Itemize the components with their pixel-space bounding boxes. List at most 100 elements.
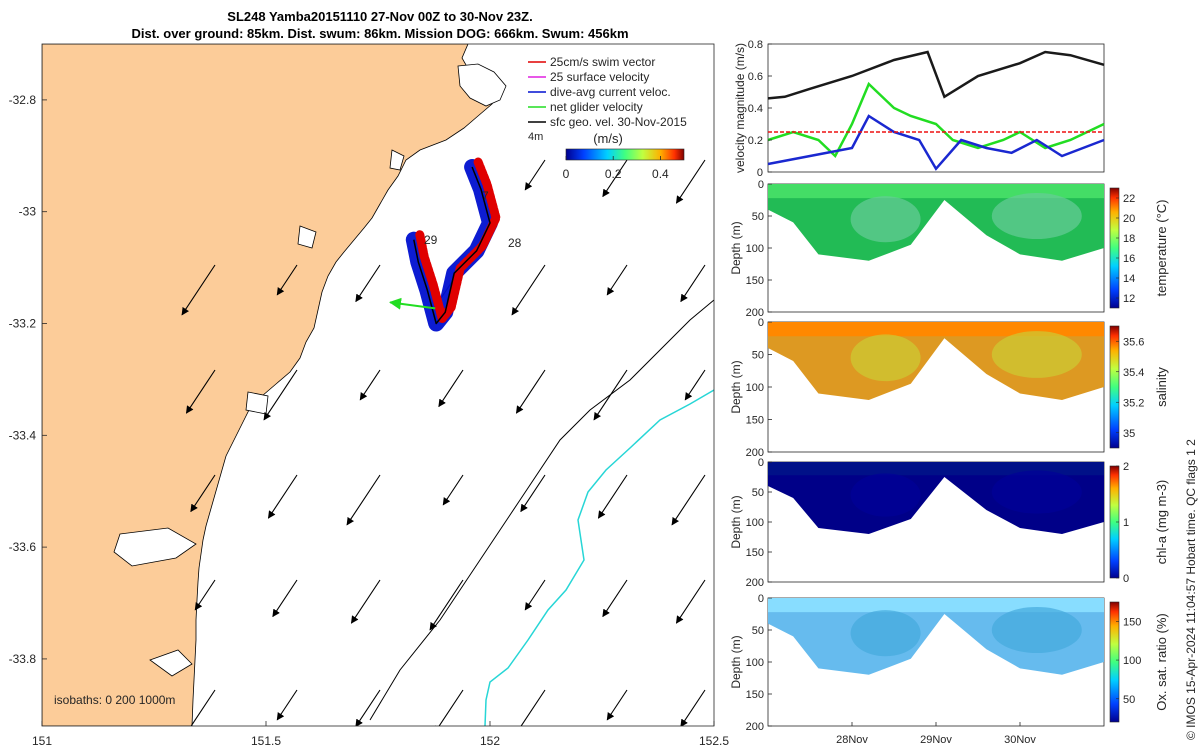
depth-tick-label: 100 [746,382,764,394]
surface-velocity-arrow [520,474,546,513]
surface-velocity-arrow [524,159,546,191]
colorbar-tick-label: 0.2 [605,167,622,181]
section-surface-layer [768,322,1104,337]
colorbar-tick-label: 0.4 [652,167,669,181]
section-surface-layer [768,462,1104,476]
surface-velocity-arrow [606,264,628,296]
map-frame [41,43,715,727]
colorbar-label: temperature (°C) [1154,200,1169,297]
velocity-series-line [767,81,1105,159]
depth-tick-label: 100 [746,517,764,529]
colorbar-tick-label: 35 [1123,428,1135,440]
colorbar-tick-label: 150 [1123,616,1141,628]
chart-title-line2: Dist. over ground: 85km. Dist. swum: 86k… [131,26,629,41]
legend-label: dive-avg current veloc. [550,85,671,99]
depth-tick-label: 150 [746,275,764,287]
surface-velocity-arrow [606,689,628,721]
isobaths-label: isobaths: 0 200 1000m [54,693,175,707]
depth-tick-label: 0 [758,179,764,191]
legend-label: sfc geo. vel. 30-Nov-2015 [550,115,687,129]
surface-velocity-arrow [511,264,546,316]
map-colorbar-title: (m/s) [593,131,623,146]
section-ylabel: Depth (m) [729,495,743,548]
surface-velocity-arrow [680,264,706,303]
depth-tick-label: 100 [746,243,764,255]
colorbar-tick-label: 100 [1123,655,1141,667]
chart-title-line1: SL248 Yamba20151110 27-Nov 00Z to 30-Nov… [227,9,533,24]
velocity-y-tick-label: 0.8 [748,39,763,51]
colorbar-tick-label: 0 [1123,573,1129,585]
map-colorbar [565,148,685,161]
colorbar-tick-label: 35.2 [1123,397,1144,409]
depth-tick-label: 200 [746,577,764,589]
section-panel-salinity: 0 50 100 150 200 Depth (m) 35.6 35.4 35.2 35 salin… [729,317,1169,459]
glider-ground-path [369,299,714,721]
depth-tick-label: 200 [746,721,764,733]
map-y-tick-label: -32.8 [9,93,37,107]
surface-velocity-arrow [190,474,216,513]
colorbar-tick-label: 22 [1123,193,1135,205]
depth-tick-label: 200 [746,447,764,459]
colorbar-tick-label: 16 [1123,253,1135,265]
surface-velocity-arrow [520,689,546,726]
surface-velocity-arrow [671,474,706,526]
inlet-shape [297,225,317,249]
colorbar-label: chl-a (mg m-3) [1154,480,1169,565]
surface-velocity-arrow [276,264,298,296]
velocity-y-tick-label: 0.2 [748,135,763,147]
legend-label: 25 surface velocity [550,70,649,84]
map-x-tick-label: 151.5 [251,734,281,748]
map-y-tick-label: -33.4 [9,428,37,442]
surface-velocity-arrow [272,579,298,618]
surface-velocity-arrow [194,579,216,611]
surface-velocity-arrow [602,159,628,198]
section-x-tick-label: 29Nov [920,734,952,746]
velocity-y-tick-label: 0.6 [748,71,763,83]
inlet-shape [113,527,197,567]
depth-tick-label: 0 [758,593,764,605]
section-core [850,610,921,657]
depth-tick-label: 50 [752,625,764,637]
section-panel-temperature: 0 50 100 150 200 Depth (m) 22 20 18 16 14 12 tempera… [729,179,1169,319]
colorbar-tick-label: 1 [1123,517,1129,529]
surface-velocity-arrow [359,369,381,401]
surface-velocity-arrow [350,579,381,624]
day-label-28: 28 [508,236,522,250]
section-ylabel: Depth (m) [729,360,743,413]
velocity-y-tick-label: 0.4 [748,103,763,115]
section-ylabel: Depth (m) [729,635,743,688]
velocity-series-line [767,114,1105,171]
map-x-tick-label: 152 [480,734,500,748]
surface-velocity-arrow [524,579,546,611]
colorbar-tick-label: 14 [1123,273,1135,285]
colorbar-tick-label: 35.4 [1123,367,1144,379]
depth-tick-label: 50 [752,487,764,499]
surface-velocity-arrow [267,474,298,519]
depth-tick-label: 0 [758,457,764,469]
section-core [850,473,921,517]
section-ylabel: Depth (m) [729,221,743,274]
section-colorbar [1109,601,1120,723]
colorbar-tick-label: 20 [1123,213,1135,225]
map-y-tick-label: -33.8 [9,652,37,666]
velocity-panel: 0 0.2 0.4 0.6 0.8 velocity magnitude (m/s) [733,39,1105,179]
colorbar-tick-label: 50 [1123,694,1135,706]
map-y-tick-label: -33 [19,205,37,219]
section-surface-layer [768,184,1104,199]
colorbar-label: Ox. sat. ratio (%) [1154,613,1169,711]
surface-velocity-arrow [684,369,706,401]
surface-velocity-arrow [185,369,216,414]
map-x-tick-label: 151 [32,734,52,748]
day-label-29: 29 [424,233,438,247]
inlet-shape [389,149,405,171]
velocity-axes [767,43,1105,173]
surface-velocity-arrow [263,369,298,421]
section-surface-layer [768,598,1104,613]
surface-velocity-arrow [680,689,706,726]
section-core [991,192,1082,240]
surface-velocity-arrow [346,474,381,526]
depth-tick-label: 150 [746,415,764,427]
